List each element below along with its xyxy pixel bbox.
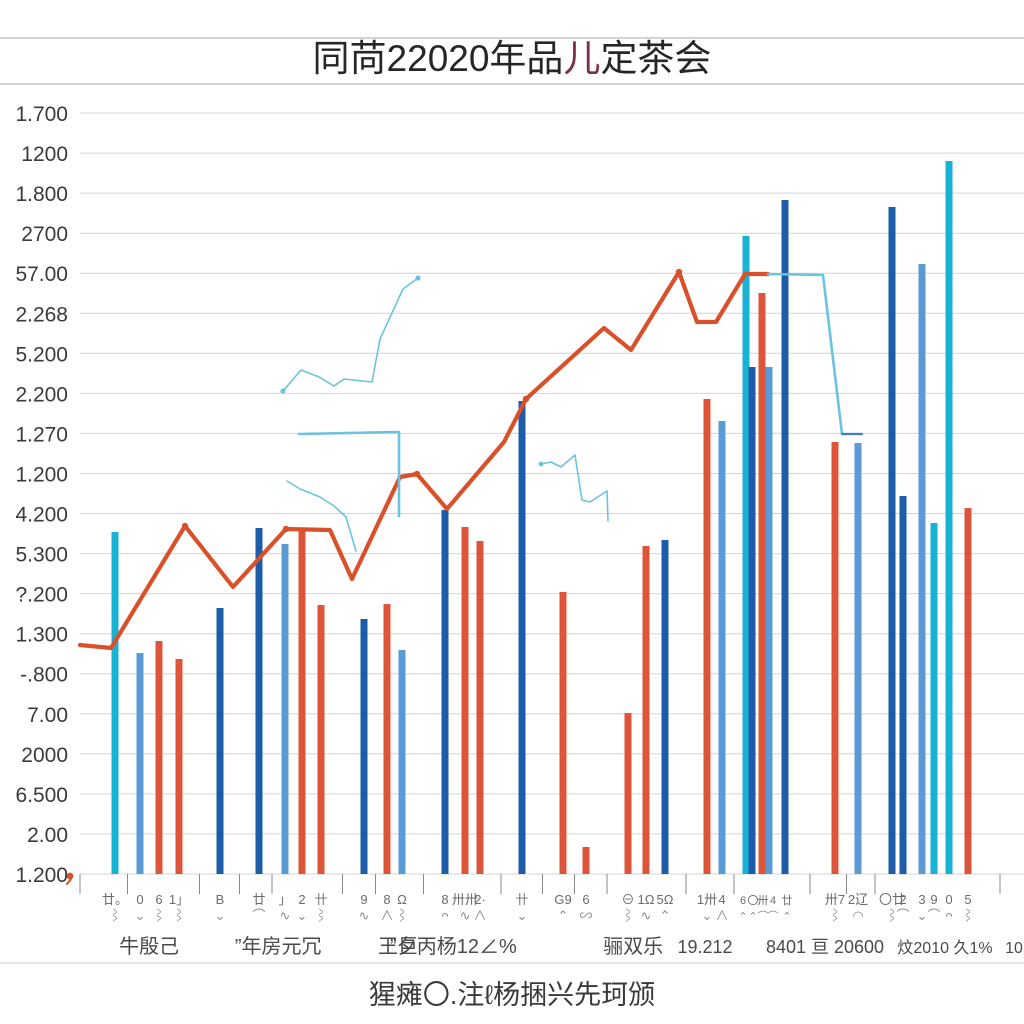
svg-text:⌇: ⌇: [961, 908, 974, 923]
svg-text:G9: G9: [554, 892, 571, 907]
svg-text:∿: ∿: [280, 908, 291, 923]
svg-text:⌃: ⌃: [748, 911, 757, 923]
svg-text:廿: 廿: [782, 894, 793, 907]
svg-text:⌇: ⌇: [108, 908, 121, 923]
svg-text:2辽: 2辽: [848, 892, 868, 907]
svg-text:6: 6: [740, 895, 746, 907]
svg-text:19.212: 19.212: [677, 937, 732, 957]
svg-text:⌄: ⌄: [215, 908, 226, 923]
svg-text:10.1.%: 10.1.%: [1005, 940, 1024, 957]
svg-text:炆2010 久1%: 炆2010 久1%: [897, 939, 992, 957]
svg-text:-.800: -.800: [20, 664, 68, 687]
svg-text:∿: ∿: [359, 908, 370, 923]
svg-text:牛殷己: 牛殷己: [119, 935, 179, 958]
svg-text:廿: 廿: [252, 892, 265, 907]
svg-text:5.200: 5.200: [15, 343, 68, 366]
svg-text:9: 9: [930, 892, 937, 907]
svg-text:1.200: 1.200: [15, 464, 68, 487]
svg-text:⌇: ⌇: [395, 908, 408, 923]
svg-text:1」: 1」: [169, 892, 189, 907]
svg-text:1.800: 1.800: [15, 183, 68, 206]
svg-text:⌃: ⌃: [738, 911, 747, 923]
svg-text:⌄: ⌄: [517, 908, 528, 923]
svg-text:∿: ∿: [460, 908, 471, 923]
svg-text:Ω: Ω: [397, 892, 407, 907]
svg-text:⌃: ⌃: [782, 911, 791, 923]
svg-text:骊双乐: 骊双乐: [603, 935, 663, 958]
svg-text:2.00: 2.00: [27, 824, 68, 847]
svg-text:3: 3: [918, 892, 925, 907]
svg-text:∧: ∧: [715, 908, 728, 923]
svg-text:廿。: 廿。: [102, 892, 128, 907]
svg-text:8: 8: [441, 892, 448, 907]
svg-text:1.700: 1.700: [15, 103, 68, 126]
svg-text:1.270: 1.270: [15, 423, 68, 446]
svg-text:57.00: 57.00: [15, 263, 68, 286]
svg-text:9: 9: [360, 892, 367, 907]
svg-text:⌇: ⌇: [152, 908, 165, 923]
svg-text:2.268: 2.268: [15, 303, 68, 326]
svg-text:⌇: ⌇: [314, 908, 327, 923]
svg-text:8401 亘 20600: 8401 亘 20600: [766, 937, 884, 957]
svg-text:⌒: ⌒: [252, 908, 265, 923]
svg-text:1200: 1200: [21, 143, 68, 166]
svg-text:2·: 2·: [474, 892, 486, 907]
svg-text:ᴖ: ᴖ: [441, 908, 448, 923]
svg-text:」: 」: [278, 892, 291, 907]
svg-text:⊖: ⊖: [621, 892, 634, 907]
svg-text:⌄: ⌄: [297, 908, 308, 923]
svg-text:⌒: ⌒: [927, 908, 940, 923]
svg-text:4: 4: [770, 895, 776, 907]
svg-text:卄: 卄: [314, 892, 327, 907]
svg-text:5Ω: 5Ω: [657, 892, 674, 907]
svg-text:5: 5: [964, 892, 971, 907]
svg-text:∧: ∧: [473, 908, 486, 923]
svg-text:2.200: 2.200: [15, 383, 68, 406]
svg-text:”年房元冗: ”年房元冗: [235, 935, 322, 958]
svg-text:1Ω: 1Ω: [638, 892, 655, 907]
svg-text:7.00: 7.00: [27, 704, 68, 727]
svg-text:⌃: ⌃: [558, 908, 569, 923]
svg-text:B: B: [216, 892, 225, 907]
svg-text:2: 2: [899, 892, 906, 907]
svg-text:卅: 卅: [758, 894, 769, 907]
svg-text:同苘22020年品儿定茶会: 同苘22020年品儿定茶会: [313, 38, 712, 79]
svg-text:⌃: ⌃: [660, 908, 671, 923]
svg-text:1.200: 1.200: [15, 864, 68, 887]
svg-text:1.300: 1.300: [15, 624, 68, 647]
svg-text:⌄: ⌄: [135, 908, 146, 923]
svg-text:⌄: ⌄: [917, 908, 928, 923]
svg-text:⌄: ⌄: [702, 908, 713, 923]
svg-text:⌇: ⌇: [621, 908, 634, 923]
svg-text:⌒: ⌒: [768, 910, 779, 923]
svg-text:8: 8: [383, 892, 390, 907]
svg-text:5.300: 5.300: [15, 544, 68, 567]
svg-text:ᴖ: ᴖ: [945, 908, 952, 923]
svg-text:6: 6: [155, 892, 162, 907]
svg-text:0: 0: [136, 892, 143, 907]
svg-text:6: 6: [582, 892, 589, 907]
svg-text:◠: ◠: [852, 908, 863, 923]
svg-text:卄: 卄: [515, 892, 528, 907]
svg-text:2000: 2000: [21, 744, 68, 767]
svg-text:猩瘫〇.注ℓ杨捆兴先珂颁: 猩瘫〇.注ℓ杨捆兴先珂颁: [369, 980, 655, 1010]
svg-text:?.200: ?.200: [15, 584, 68, 607]
svg-text:2700: 2700: [21, 223, 68, 246]
svg-text:4: 4: [718, 892, 725, 907]
svg-text:∽: ∽: [579, 908, 592, 923]
svg-text:”夕丙杨12∠%: ”夕丙杨12∠%: [390, 935, 517, 958]
svg-text:6.500: 6.500: [15, 784, 68, 807]
svg-text:2: 2: [298, 892, 305, 907]
svg-text:4.200: 4.200: [15, 504, 68, 527]
svg-text:∧: ∧: [380, 908, 393, 923]
svg-text:1卅: 1卅: [697, 892, 717, 907]
svg-text:⌒: ⌒: [896, 908, 909, 923]
svg-text:⌇: ⌇: [828, 908, 841, 923]
svg-text:0: 0: [945, 892, 952, 907]
svg-text:∿: ∿: [641, 908, 652, 923]
svg-text:⌇: ⌇: [172, 908, 185, 923]
svg-text:卅7: 卅7: [825, 892, 845, 907]
